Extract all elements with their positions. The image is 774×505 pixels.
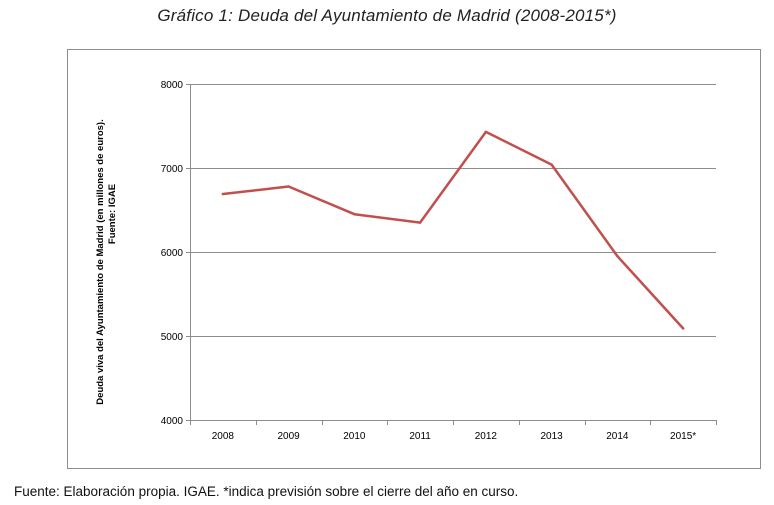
source-note: Fuente: Elaboración propia. IGAE. *indic…	[14, 484, 519, 499]
axes	[186, 84, 717, 425]
data-point	[484, 130, 488, 134]
line-chart: 4000 5000 6000 7000 8000 2008 2009 2010 2011 201…	[95, 80, 717, 442]
chart-title: Gráfico 1: Deuda del Ayuntamiento de Mad…	[157, 6, 617, 25]
x-tick-label: 2008	[212, 431, 235, 442]
y-tick-label: 4000	[161, 416, 184, 427]
chart-frame: 4000 5000 6000 7000 8000 2008 2009 2010 2011 201…	[67, 49, 761, 469]
x-tick-label: 2009	[278, 431, 301, 442]
data-point	[287, 185, 290, 188]
y-axis-label: Deuda viva del Ayuntamiento de Madrid (e…	[95, 119, 118, 404]
data-point	[616, 255, 619, 258]
x-tick-label: 2014	[606, 431, 629, 442]
y-axis-title: Deuda viva del Ayuntamiento de Madrid (e…	[95, 119, 106, 404]
data-point	[550, 163, 553, 166]
y-tick-label: 8000	[161, 80, 184, 91]
y-tick-labels: 4000 5000 6000 7000 8000	[161, 80, 184, 427]
data-point	[681, 327, 685, 330]
y-tick-label: 5000	[161, 332, 184, 343]
data-point	[418, 221, 422, 224]
x-tick-label: 2010	[343, 431, 366, 442]
x-tick-labels: 2008 2009 2010 2011 2012 2013 2014 2015*	[212, 431, 697, 442]
y-axis-subtitle: Fuente: IGAE	[107, 184, 118, 244]
x-tick-label: 2013	[541, 431, 564, 442]
series-line	[221, 130, 685, 330]
data-point	[353, 213, 356, 216]
x-tick-label: 2011	[409, 431, 431, 442]
y-tick-label: 7000	[161, 164, 184, 175]
x-tick-label: 2015*	[670, 431, 696, 442]
series	[221, 130, 685, 330]
gridlines	[190, 84, 716, 337]
y-tick-label: 6000	[161, 248, 184, 259]
data-point	[221, 192, 225, 196]
x-tick-label: 2012	[475, 431, 498, 442]
